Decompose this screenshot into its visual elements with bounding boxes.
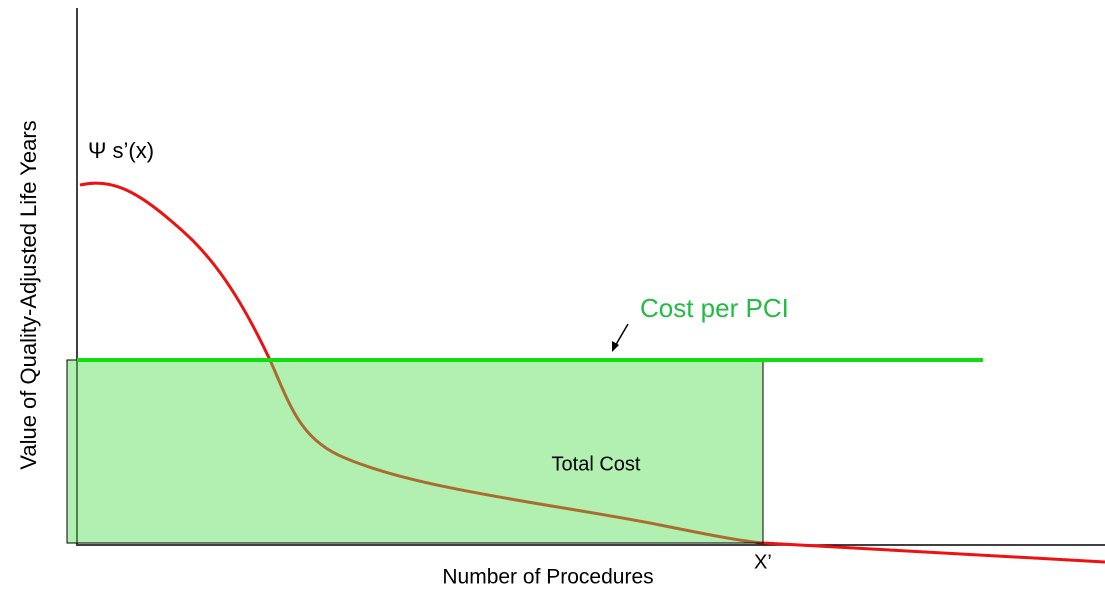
arrow-head xyxy=(612,341,619,352)
curve-label: Ψ s’(x) xyxy=(88,138,154,163)
area-label: Total Cost xyxy=(552,453,641,475)
x-marker: X’ xyxy=(754,551,772,573)
y-axis-label: Value of Quality-Adjusted Life Years xyxy=(16,120,41,469)
value-curve xyxy=(79,181,1105,564)
total-cost-area xyxy=(66,359,764,544)
line-label: Cost per PCI xyxy=(640,293,789,323)
x-axis-label: Number of Procedures xyxy=(442,566,653,589)
